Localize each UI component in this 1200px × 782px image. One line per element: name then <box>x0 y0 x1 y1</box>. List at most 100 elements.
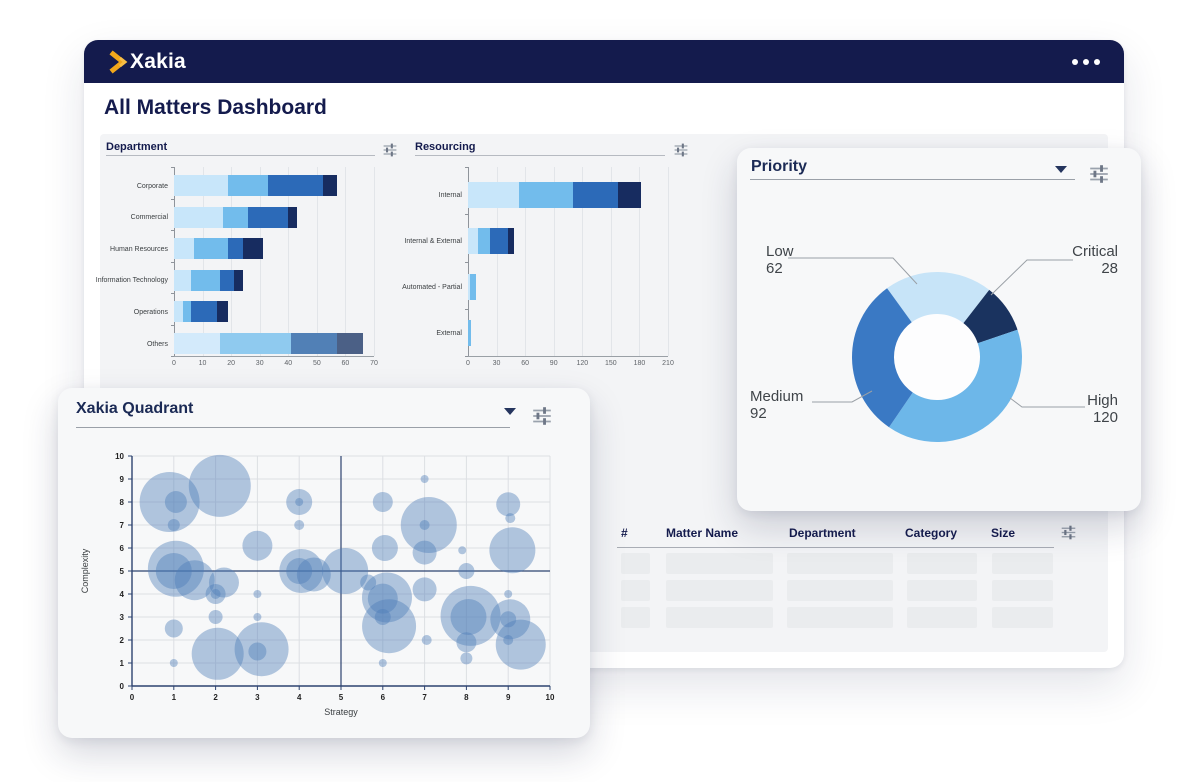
y-axis-tick-label: 7 <box>120 521 125 530</box>
skeleton-cell <box>992 580 1053 601</box>
quadrant-dropdown-caret-icon[interactable] <box>504 408 516 415</box>
category-label: Internal & External <box>404 237 462 245</box>
bar-segment <box>288 206 297 228</box>
bubble <box>248 642 267 661</box>
grid-line <box>316 167 318 356</box>
grid-line <box>525 167 527 356</box>
bubble <box>242 530 273 561</box>
bubble <box>500 611 517 628</box>
bubble <box>296 557 331 592</box>
bubble <box>279 549 324 593</box>
department-bar-chart: 0 10 20 30 40 50 60 70 Corporate Commercial Human … <box>96 134 1108 652</box>
bar-segment <box>219 333 292 354</box>
bar-segment <box>268 175 323 196</box>
donut-label-critical-value: 28 <box>1101 260 1118 277</box>
bubble <box>360 574 377 591</box>
resourcing-bar-chart: 0 30 60 90 120 150 180 210 Internal Internal & Ex… <box>100 134 1108 652</box>
bubble <box>286 489 313 515</box>
leader-line <box>1009 397 1085 408</box>
bubble <box>456 632 477 653</box>
bar-segment <box>174 269 192 291</box>
leader-line <box>990 259 1073 296</box>
bubble <box>374 609 391 625</box>
bubble <box>167 519 180 531</box>
y-axis-tick-label: 5 <box>120 567 125 576</box>
x-axis-tick-label: 2 <box>213 693 218 702</box>
column-header-department[interactable]: Department <box>789 526 856 540</box>
axis-tick-label: 60 <box>521 360 530 367</box>
bubble <box>460 652 473 665</box>
grid-line <box>610 167 612 356</box>
skeleton-cell <box>666 553 773 574</box>
column-header-size[interactable]: Size <box>991 526 1016 540</box>
bar-segment <box>489 227 508 254</box>
app-logo: Xakia <box>108 50 186 74</box>
bar-segment <box>222 206 249 228</box>
skeleton-cell <box>666 607 773 628</box>
grid-line <box>668 167 669 356</box>
donut-slice-medium <box>852 288 913 428</box>
donut-label-medium-text: Medium <box>750 388 804 405</box>
y-axis-tick-label: 10 <box>115 452 124 461</box>
department-filter-icon[interactable] <box>382 142 398 158</box>
bubble <box>164 491 187 513</box>
bar-segment <box>469 273 476 300</box>
donut-label-critical: Critical 28 <box>1072 243 1118 277</box>
priority-card-title: Priority <box>751 158 808 175</box>
resourcing-chart-title: Resourcing <box>415 141 476 153</box>
department-chart-title: Department <box>106 141 168 153</box>
bubble <box>174 560 215 601</box>
bubble <box>361 572 412 623</box>
bar-segment <box>248 206 289 228</box>
bubble <box>440 585 501 646</box>
donut-label-high-value: 120 <box>1092 409 1118 426</box>
skeleton-cell <box>621 553 650 574</box>
resourcing-filter-icon[interactable] <box>673 142 689 158</box>
y-axis-tick <box>171 261 174 263</box>
column-header-number[interactable]: # <box>621 526 628 540</box>
y-axis-tick <box>171 198 174 200</box>
x-axis-title: Strategy <box>324 707 358 717</box>
y-axis-tick-label: 4 <box>120 590 125 599</box>
y-axis-tick-label: 9 <box>120 475 125 484</box>
leader-line <box>788 257 918 285</box>
y-axis-tick <box>465 356 468 357</box>
axis-tick-label: 20 <box>227 360 236 367</box>
bar-segment <box>174 206 223 228</box>
x-axis-tick-label: 1 <box>172 693 177 702</box>
grid-line <box>345 167 347 356</box>
axis-tick-label: 30 <box>255 360 264 367</box>
grid-line <box>231 167 233 356</box>
grid-line <box>582 167 584 356</box>
quadrant-filter-icon[interactable] <box>531 405 553 427</box>
bubble <box>234 622 289 677</box>
skeleton-cell <box>907 553 977 574</box>
matters-table-skeleton <box>100 134 1108 652</box>
y-axis-tick <box>171 230 174 231</box>
x-axis-tick-label: 0 <box>130 693 135 702</box>
donut-slice-low <box>887 272 990 324</box>
bar-segment <box>174 175 229 196</box>
y-axis-tick <box>171 293 174 294</box>
donut-hole <box>893 313 981 401</box>
bubble <box>253 590 262 598</box>
priority-filter-icon[interactable] <box>1088 163 1110 185</box>
ellipsis-menu-icon[interactable] <box>1072 58 1100 65</box>
column-header-category[interactable]: Category <box>905 526 958 540</box>
skeleton-cell <box>621 607 650 628</box>
logo-chevron-icon <box>109 49 128 74</box>
y-axis-tick-label: 1 <box>120 659 125 668</box>
column-header-matter-name[interactable]: Matter Name <box>666 526 739 540</box>
bubble <box>164 619 183 638</box>
bubble <box>367 583 398 614</box>
table-filter-icon[interactable] <box>1060 524 1077 541</box>
bubble <box>490 599 531 640</box>
priority-divider <box>750 179 1075 180</box>
y-axis-line <box>174 167 175 357</box>
bubble <box>169 659 178 667</box>
category-label: Information Technology <box>95 277 168 285</box>
bubble <box>505 513 516 524</box>
priority-dropdown-caret-icon[interactable] <box>1055 166 1067 173</box>
grid-line <box>496 167 498 356</box>
grid-line <box>288 167 290 356</box>
